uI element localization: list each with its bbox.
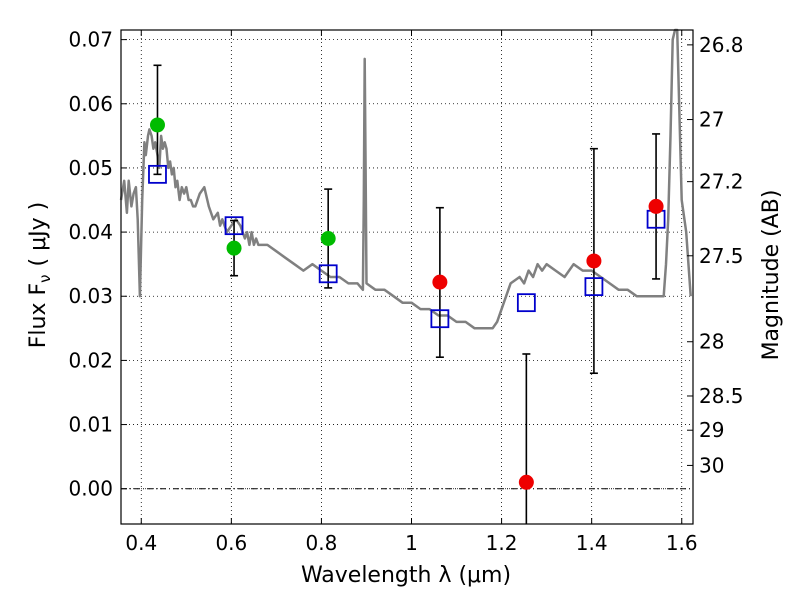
observed-point-marker xyxy=(320,231,336,247)
model-band-square-marker xyxy=(516,293,536,313)
x-tick-label: 0.6 xyxy=(215,531,247,555)
x-axis-label: Wavelength λ (μm) xyxy=(301,563,511,588)
x-tick-label: 1.2 xyxy=(486,531,518,555)
y-tick-label: 0.03 xyxy=(68,284,113,308)
mag-tick-label: 27.2 xyxy=(699,170,744,194)
y-tick-label: 0.04 xyxy=(68,220,113,244)
x-tick-label: 0.4 xyxy=(125,531,157,555)
y-tick-label: 0.00 xyxy=(68,477,113,501)
y-tick-label: 0.05 xyxy=(68,156,113,180)
plot-frame xyxy=(120,29,694,525)
model-band-square-marker xyxy=(148,164,167,184)
model-band-square-marker xyxy=(584,277,604,297)
error-bars xyxy=(153,64,661,524)
grid-lines xyxy=(121,30,693,524)
y-tick-label: 0.06 xyxy=(68,92,113,116)
observed-point-marker xyxy=(518,474,534,490)
y-tick-label: 0.07 xyxy=(68,28,113,52)
x-tick-label: 1.6 xyxy=(666,531,698,555)
observed-point-marker xyxy=(226,240,242,256)
model-spectrum-line xyxy=(119,28,692,330)
model-band-square-marker xyxy=(430,309,450,329)
observed-point-marker xyxy=(586,253,602,269)
y-axis-label-left: Flux Fν ( μJy ) xyxy=(26,202,54,348)
mag-tick-label: 28.5 xyxy=(699,384,744,408)
mag-tick-label: 27 xyxy=(699,108,724,132)
mag-tick-label: 30 xyxy=(699,453,724,477)
axis-ticks: 0.4 0.6 0.8 1 1.2 1.4 1.6 0.00 0.01 0.02 0.03 0.04 0… xyxy=(68,28,743,555)
y-label-nu-subscript: ν xyxy=(36,274,54,282)
mag-tick-label: 28 xyxy=(699,330,724,354)
x-tick-label: 1 xyxy=(405,531,418,555)
mag-tick-label: 29 xyxy=(699,418,724,442)
model-band-square-marker xyxy=(224,216,244,236)
observed-point-marker xyxy=(432,274,448,290)
svg-text:Flux Fν( μJy ): Flux Fν ( μJy ) xyxy=(26,202,54,348)
y-tick-label: 0.02 xyxy=(68,348,113,372)
y-label-flux: Flux F xyxy=(26,283,51,348)
mag-tick-label: 27.5 xyxy=(699,244,744,268)
y-tick-label: 0.01 xyxy=(68,413,113,437)
mag-tick-label: 26.8 xyxy=(699,33,744,57)
model-band-square-marker xyxy=(318,264,338,284)
x-tick-label: 1.4 xyxy=(576,531,608,555)
y-axis-label-right: Magnitude (AB) xyxy=(759,190,784,361)
x-tick-label: 0.8 xyxy=(306,531,338,555)
observed-point-marker xyxy=(648,198,664,214)
y-label-units: ( μJy ) xyxy=(26,202,51,267)
data-markers xyxy=(148,117,666,490)
observed-point-marker xyxy=(149,117,165,133)
